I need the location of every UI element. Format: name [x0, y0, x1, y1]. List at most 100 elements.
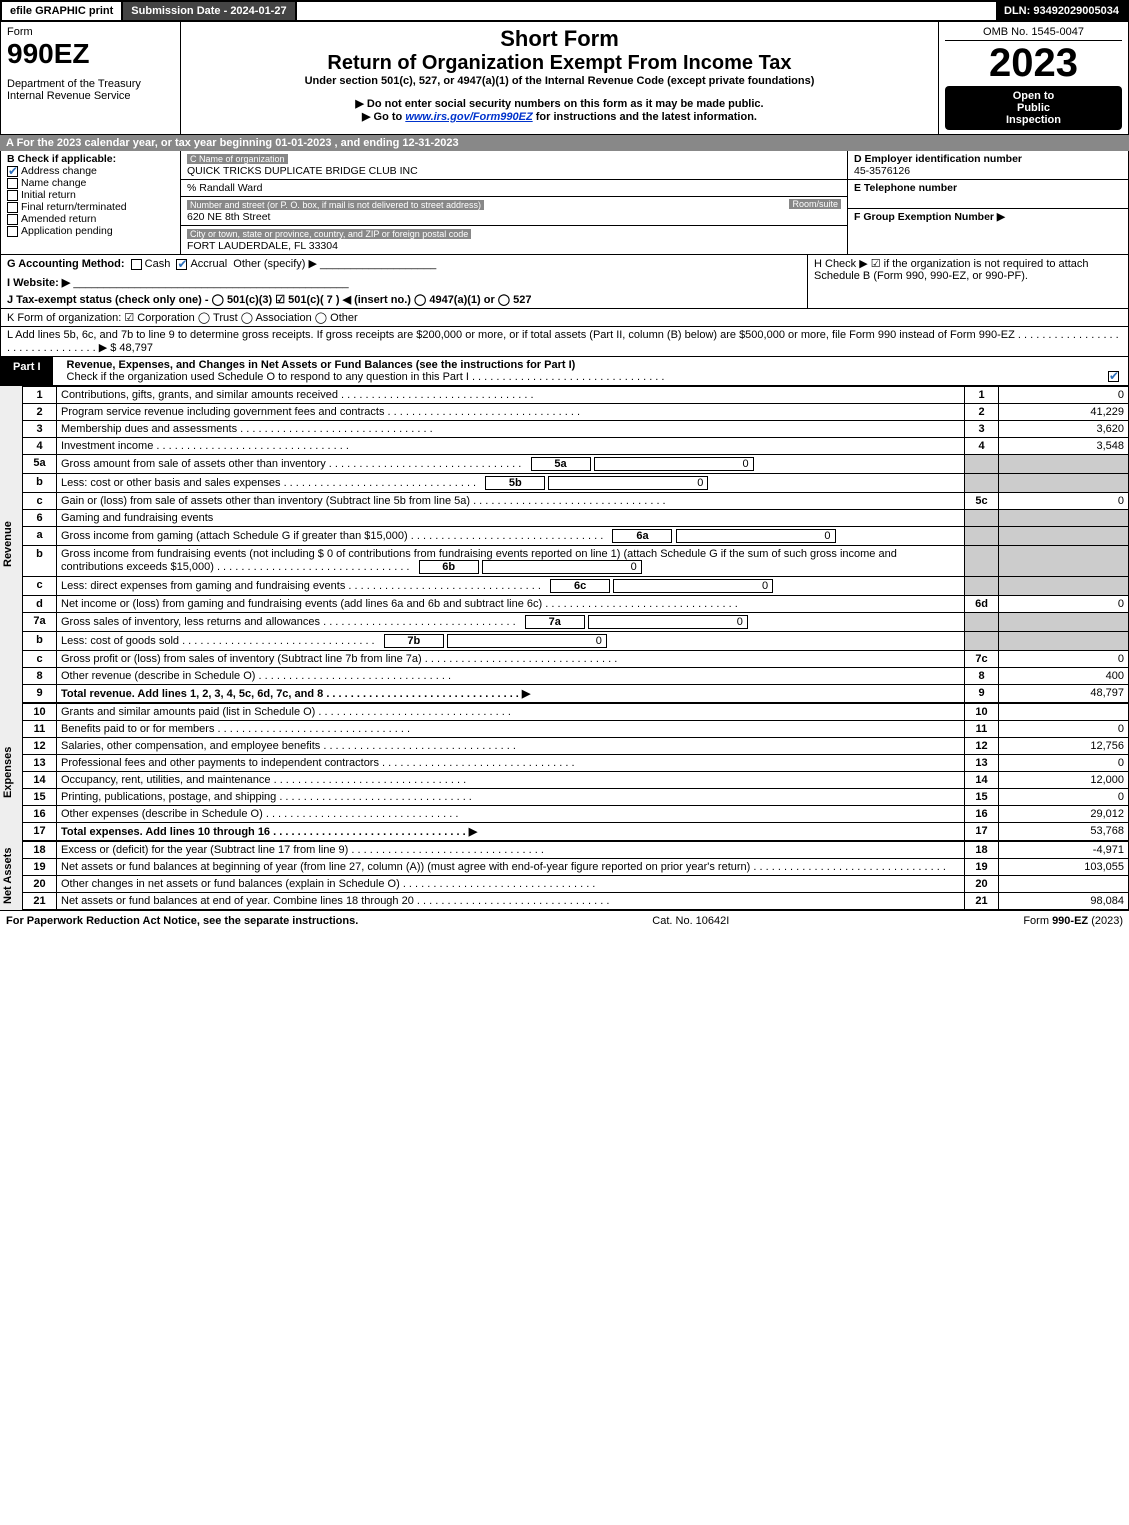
expenses-table: 10 Grants and similar amounts paid (list… [22, 703, 1129, 841]
irs-link[interactable]: www.irs.gov/Form990EZ [405, 111, 532, 123]
line-row: 4 Investment income 4 3,548 [23, 438, 1129, 455]
line-row: 11 Benefits paid to or for members 11 0 [23, 721, 1129, 738]
line-row: 16 Other expenses (describe in Schedule … [23, 806, 1129, 823]
part1-checkbox[interactable] [1108, 371, 1119, 382]
line-row: 12 Salaries, other compensation, and emp… [23, 738, 1129, 755]
line-row: b Less: cost or other basis and sales ex… [23, 474, 1129, 493]
checkbox-item: Final return/terminated [7, 201, 174, 213]
section-l-row: L Add lines 5b, 6c, and 7b to line 9 to … [0, 327, 1129, 357]
room-label: Room/suite [789, 199, 841, 209]
irs-name: Internal Revenue Service [7, 90, 174, 102]
return-title: Return of Organization Exempt From Incom… [187, 52, 932, 75]
netassets-label: Net Assets [0, 841, 22, 910]
line-row: b Gross income from fundraising events (… [23, 546, 1129, 577]
line-row: 13 Professional fees and other payments … [23, 755, 1129, 772]
c-name-label: C Name of organization [187, 154, 288, 164]
omb-number: OMB No. 1545-0047 [945, 26, 1122, 41]
section-b: B Check if applicable: Address changeNam… [1, 151, 181, 254]
line-row: 15 Printing, publications, postage, and … [23, 789, 1129, 806]
line-row: 6 Gaming and fundraising events [23, 510, 1129, 527]
line-row: 20 Other changes in net assets or fund b… [23, 876, 1129, 893]
open-public-box: Open to Public Inspection [945, 86, 1122, 130]
section-k-row: K Form of organization: ☑ Corporation ◯ … [0, 309, 1129, 327]
section-b-title: B Check if applicable: [7, 153, 174, 165]
street-address: 620 NE 8th Street [187, 211, 270, 223]
revenue-label: Revenue [0, 386, 22, 703]
line-row: 19 Net assets or fund balances at beginn… [23, 859, 1129, 876]
line-row: 8 Other revenue (describe in Schedule O)… [23, 668, 1129, 685]
expenses-label: Expenses [0, 703, 22, 841]
i-label: I Website: ▶ [7, 277, 70, 289]
ssn-note: ▶ Do not enter social security numbers o… [187, 97, 932, 110]
g-label: G Accounting Method: [7, 258, 125, 270]
part1-body: Revenue 1 Contributions, gifts, grants, … [0, 386, 1129, 703]
line-row: 10 Grants and similar amounts paid (list… [23, 704, 1129, 721]
cash-checkbox[interactable] [131, 259, 142, 270]
addr-label: Number and street (or P. O. box, if mail… [187, 200, 484, 210]
part1-check: Check if the organization used Schedule … [67, 371, 469, 383]
line-row: c Gross profit or (loss) from sales of i… [23, 651, 1129, 668]
footer-right: Form 990-EZ (2023) [1023, 915, 1123, 927]
sections-gh: G Accounting Method: Cash Accrual Other … [0, 255, 1129, 309]
e-label: E Telephone number [854, 182, 957, 194]
under-section: Under section 501(c), 527, or 4947(a)(1)… [187, 75, 932, 87]
section-h: H Check ▶ ☑ if the organization is not r… [808, 255, 1128, 308]
form-number: 990EZ [7, 38, 174, 70]
footer-mid: Cat. No. 10642I [652, 915, 729, 927]
line-row: 17 Total expenses. Add lines 10 through … [23, 823, 1129, 841]
short-form-title: Short Form [187, 26, 932, 52]
part1-header: Part I Revenue, Expenses, and Changes in… [0, 357, 1129, 386]
sections-bcdef: B Check if applicable: Address changeNam… [0, 151, 1129, 255]
section-a: A For the 2023 calendar year, or tax yea… [0, 135, 1129, 151]
line-row: 5a Gross amount from sale of assets othe… [23, 455, 1129, 474]
line-row: b Less: cost of goods sold 7b 0 [23, 632, 1129, 651]
checkbox-item: Application pending [7, 225, 174, 237]
accrual-checkbox[interactable] [176, 259, 187, 270]
netassets-body: Net Assets 18 Excess or (deficit) for th… [0, 841, 1129, 910]
section-k: K Form of organization: ☑ Corporation ◯ … [1, 309, 1128, 326]
goto-line: ▶ Go to www.irs.gov/Form990EZ for instru… [187, 110, 932, 123]
apply-checkbox[interactable] [7, 166, 18, 177]
section-l-text: L Add lines 5b, 6c, and 7b to line 9 to … [7, 329, 1015, 341]
city-label: City or town, state or province, country… [187, 229, 471, 239]
revenue-table: 1 Contributions, gifts, grants, and simi… [22, 386, 1129, 703]
j-label: J Tax-exempt status (check only one) - ◯… [7, 294, 532, 306]
dln: DLN: 93492029005034 [996, 2, 1127, 20]
ein: 45-3576126 [854, 165, 910, 177]
footer-left: For Paperwork Reduction Act Notice, see … [6, 915, 358, 927]
section-def: D Employer identification number 45-3576… [848, 151, 1128, 254]
dept-treasury: Department of the Treasury [7, 78, 174, 90]
line-row: 2 Program service revenue including gove… [23, 404, 1129, 421]
checkbox-item: Initial return [7, 189, 174, 201]
checkbox-item: Amended return [7, 213, 174, 225]
expenses-body: Expenses 10 Grants and similar amounts p… [0, 703, 1129, 841]
netassets-table: 18 Excess or (deficit) for the year (Sub… [22, 841, 1129, 910]
checkbox-item: Address change [7, 165, 174, 177]
tax-year: 2023 [945, 41, 1122, 86]
line-row: 21 Net assets or fund balances at end of… [23, 893, 1129, 910]
d-label: D Employer identification number [854, 153, 1022, 165]
part1-label: Part I [1, 357, 53, 385]
org-name: QUICK TRICKS DUPLICATE BRIDGE CLUB INC [187, 165, 418, 177]
efile-label: efile GRAPHIC print [2, 2, 123, 20]
top-bar: efile GRAPHIC print Submission Date - 20… [0, 0, 1129, 22]
apply-checkbox[interactable] [7, 202, 18, 213]
page-footer: For Paperwork Reduction Act Notice, see … [0, 910, 1129, 931]
form-word: Form [7, 26, 174, 38]
section-c: C Name of organization QUICK TRICKS DUPL… [181, 151, 848, 254]
f-label: F Group Exemption Number ▶ [854, 211, 1005, 223]
line-row: 14 Occupancy, rent, utilities, and maint… [23, 772, 1129, 789]
city-state-zip: FORT LAUDERDALE, FL 33304 [187, 240, 338, 252]
line-row: 3 Membership dues and assessments 3 3,62… [23, 421, 1129, 438]
section-l-amount: $ 48,797 [110, 342, 153, 354]
apply-checkbox[interactable] [7, 214, 18, 225]
apply-checkbox[interactable] [7, 178, 18, 189]
line-row: 1 Contributions, gifts, grants, and simi… [23, 387, 1129, 404]
submission-date: Submission Date - 2024-01-27 [123, 2, 296, 20]
checkbox-item: Name change [7, 177, 174, 189]
part1-title: Revenue, Expenses, and Changes in Net As… [67, 359, 576, 371]
apply-checkbox[interactable] [7, 226, 18, 237]
form-header: Form 990EZ Department of the Treasury In… [0, 22, 1129, 135]
apply-checkbox[interactable] [7, 190, 18, 201]
line-row: c Less: direct expenses from gaming and … [23, 577, 1129, 596]
